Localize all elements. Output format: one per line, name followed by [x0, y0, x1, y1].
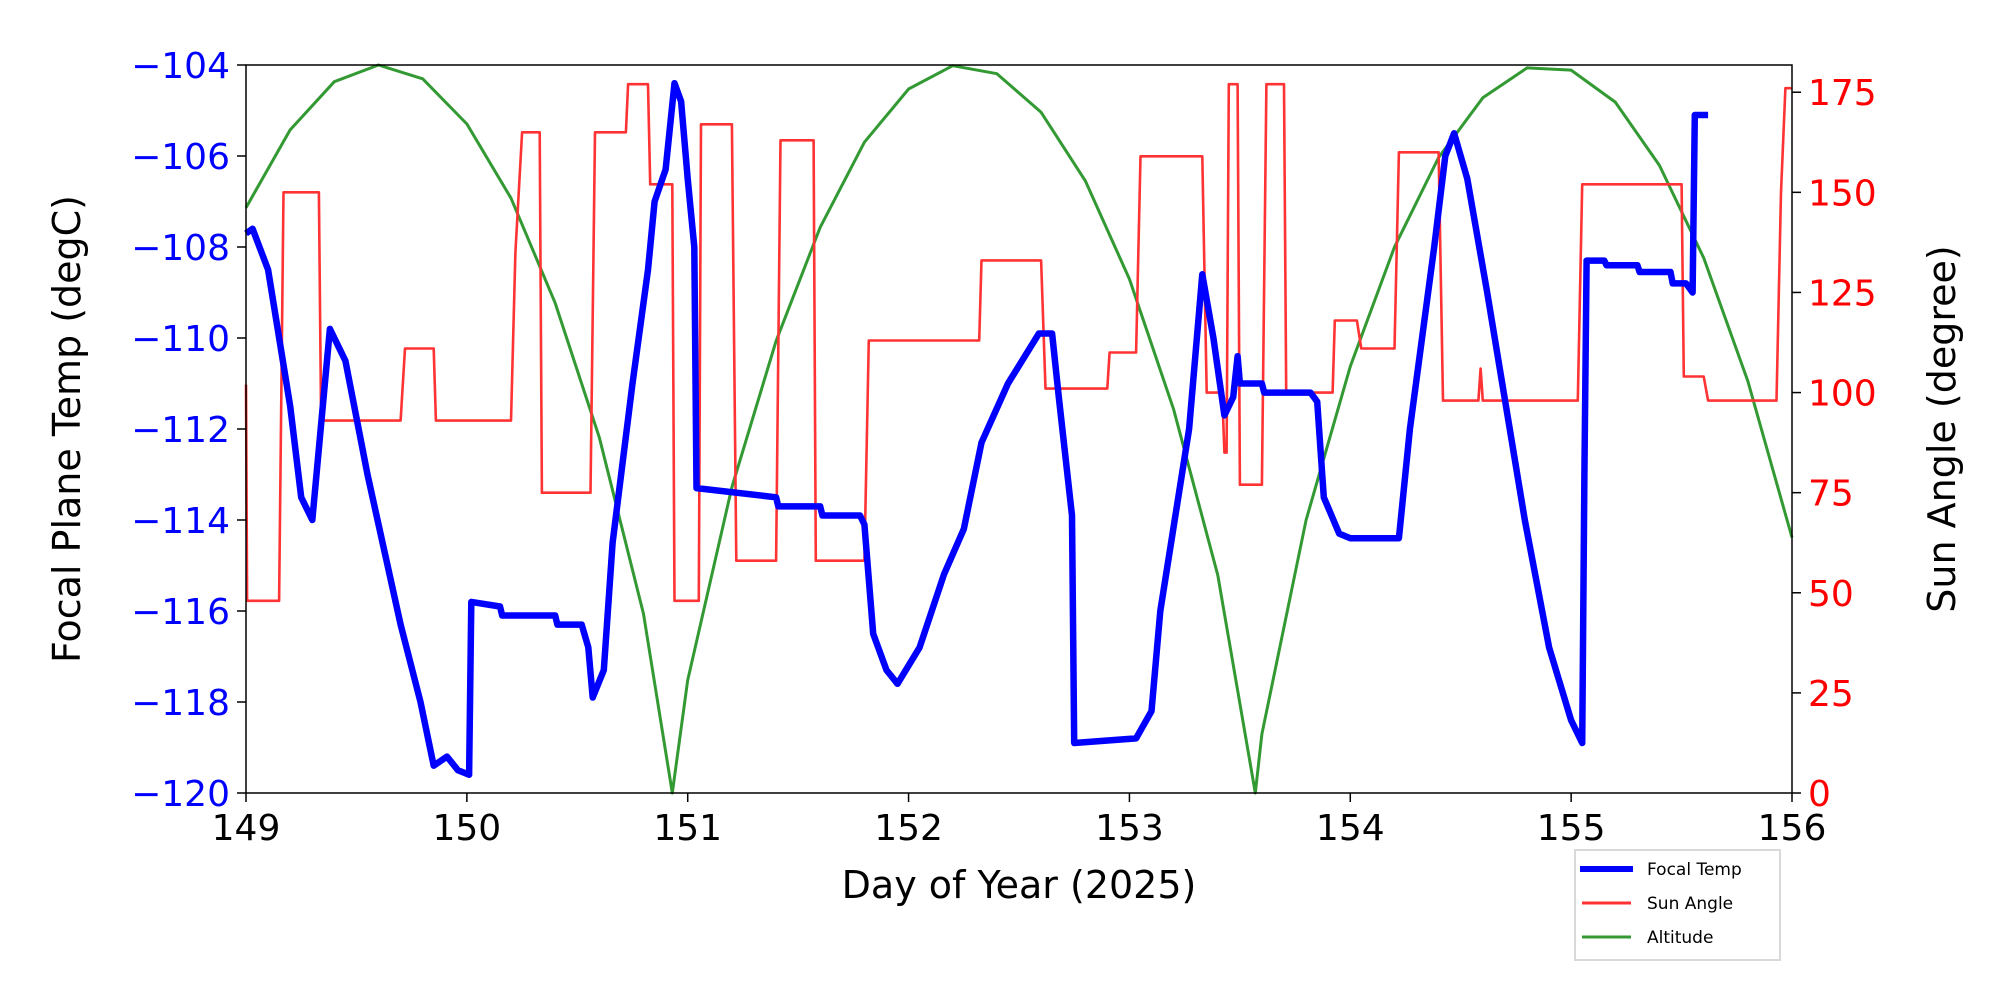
y-left-tick-label: −120 — [131, 774, 230, 815]
y-right-tick-label: 125 — [1808, 273, 1877, 314]
y-right-tick-label: 175 — [1808, 73, 1877, 114]
y-left-tick-label: −118 — [131, 683, 230, 724]
y-left-tick-label: −104 — [131, 46, 230, 87]
x-tick-label: 149 — [212, 808, 281, 849]
y-right-tick-label: 75 — [1808, 474, 1854, 515]
legend-label-focal-temp: Focal Temp — [1647, 860, 1742, 880]
y-right-tick-label: 100 — [1808, 374, 1877, 415]
y-left-tick-label: −110 — [131, 319, 230, 360]
sun-angle-line — [244, 82, 1792, 603]
y-right-tick-label: 25 — [1808, 674, 1854, 715]
x-tick-label: 155 — [1537, 808, 1606, 849]
legend-label-sun-angle: Sun Angle — [1647, 894, 1733, 914]
y-left-tick-label: −108 — [131, 228, 230, 269]
focal-temp-line — [244, 79, 1709, 779]
x-tick-label: 152 — [874, 808, 943, 849]
x-axis-label: Day of Year (2025) — [842, 863, 1197, 907]
y-right-axis-label: Sun Angle (degree) — [1920, 245, 1964, 612]
x-tick-label: 151 — [653, 808, 722, 849]
y-left-tick-label: −116 — [131, 592, 230, 633]
y-left-tick-label: −106 — [131, 137, 230, 178]
x-tick-label: 154 — [1316, 808, 1385, 849]
legend-label-altitude: Altitude — [1647, 928, 1713, 948]
y-left-tick-label: −114 — [131, 501, 230, 542]
y-right-tick-label: 150 — [1808, 173, 1877, 214]
ticks-layer: 149 150 151 152 153 154 155 156 −104 −106 −108 −110… — [131, 46, 1877, 849]
y-right-tick-label: 50 — [1808, 574, 1854, 615]
x-tick-label: 153 — [1095, 808, 1164, 849]
y-left-tick-label: −112 — [131, 410, 230, 451]
series-layer — [244, 63, 1794, 795]
y-right-tick-label: 0 — [1808, 774, 1831, 815]
x-tick-label: 156 — [1758, 808, 1827, 849]
legend: Focal Temp Sun Angle Altitude — [1574, 849, 1781, 961]
y-left-axis-label: Focal Plane Temp (degC) — [45, 195, 89, 663]
x-tick-label: 150 — [432, 808, 501, 849]
